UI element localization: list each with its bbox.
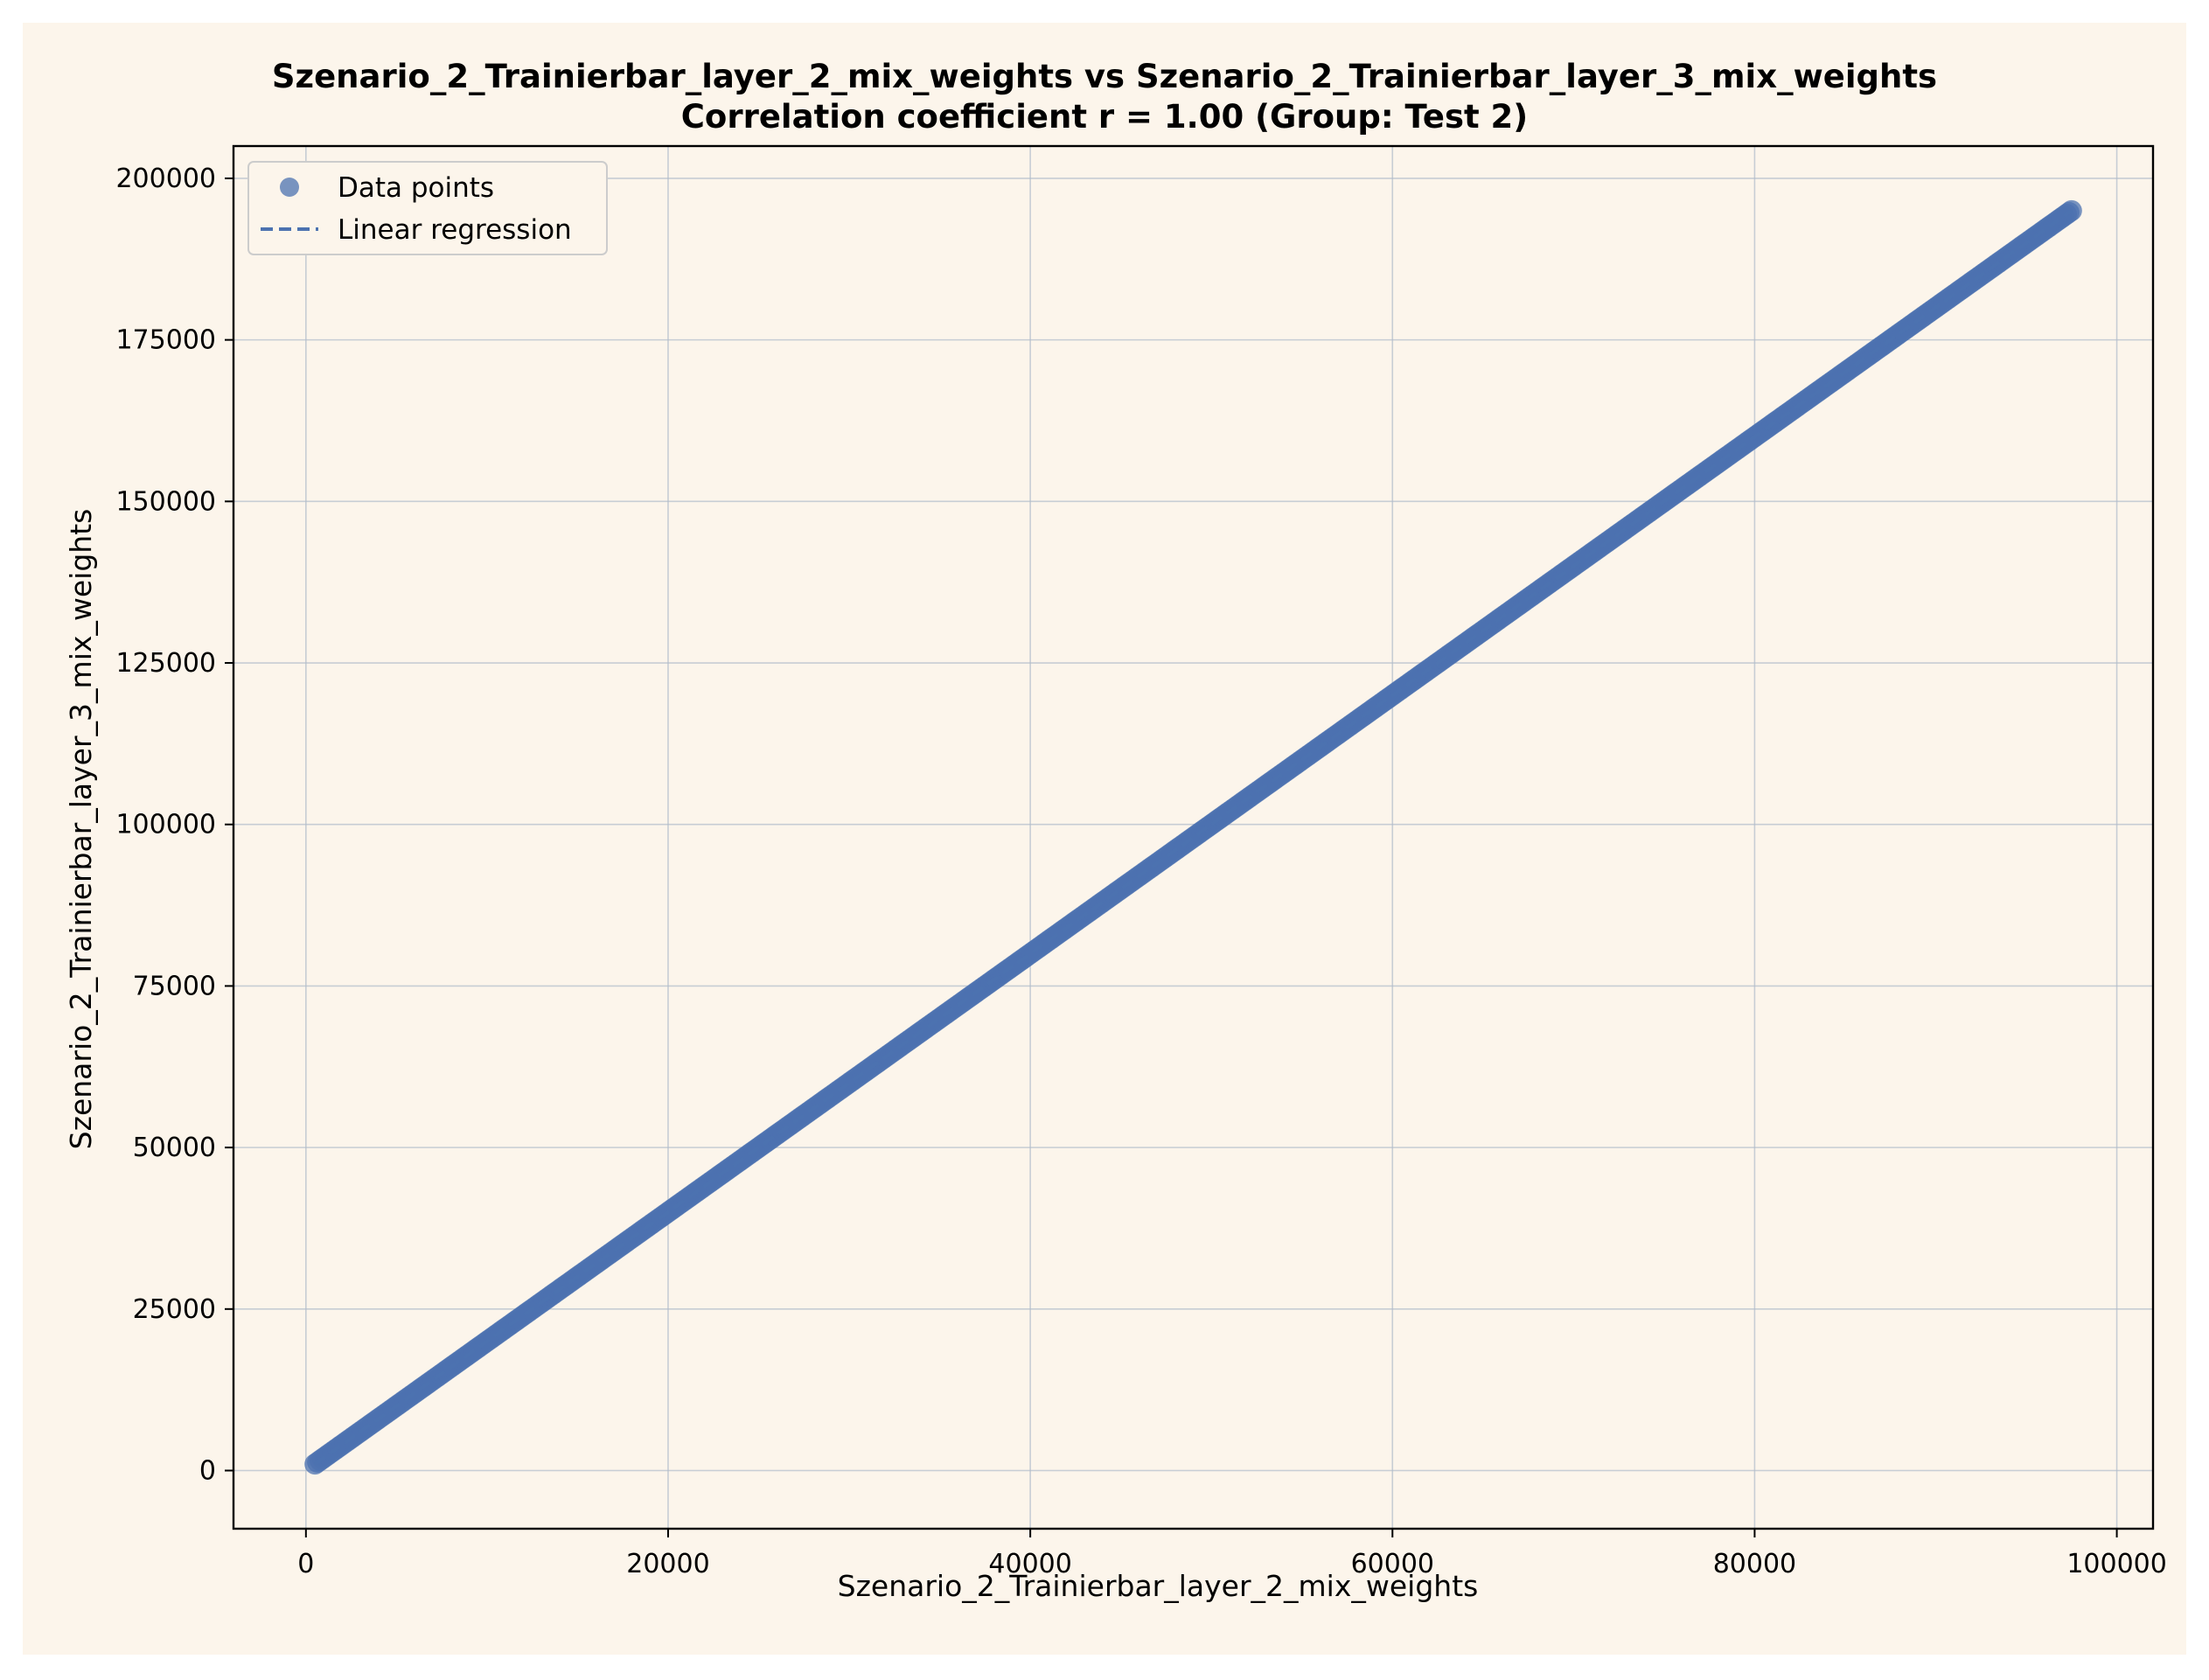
y-tick-label: 25000 <box>133 1294 216 1325</box>
y-tick-label: 150000 <box>115 486 216 517</box>
y-ticks: 0 25000 50000 75000 100000 125000 150000 175000… <box>115 164 233 1487</box>
y-tick-label: 75000 <box>133 971 216 1001</box>
axes-frame <box>232 144 2155 1530</box>
x-tick-label: 60000 <box>1351 1549 1434 1579</box>
x-tick-label: 0 <box>297 1549 314 1579</box>
legend-label-data-points: Data points <box>338 172 494 204</box>
x-tick-label: 40000 <box>988 1549 1071 1579</box>
legend-box <box>247 161 608 255</box>
axes <box>232 144 2155 1530</box>
y-tick-label: 0 <box>199 1456 216 1487</box>
legend-label-linear-regression: Linear regression <box>338 214 572 246</box>
x-ticks: 0 20000 40000 60000 80000 100000 <box>297 1529 2167 1579</box>
x-tick-label: 80000 <box>1713 1549 1796 1579</box>
legend: Data points Linear regression <box>247 161 608 255</box>
x-tick-label: 20000 <box>626 1549 709 1579</box>
y-tick-label: 100000 <box>115 810 216 840</box>
y-axis-label: Szenario_2_Trainierbar_layer_3_mix_weigh… <box>64 509 98 1150</box>
regression-line-group <box>314 209 2073 1466</box>
x-axis-label: Szenario_2_Trainierbar_layer_2_mix_weigh… <box>838 1569 1479 1603</box>
y-tick-label: 125000 <box>115 648 216 679</box>
chart-title: Szenario_2_Trainierbar_layer_2_mix_weigh… <box>272 58 1937 95</box>
chart-figure: Szenario_2_Trainierbar_layer_2_mix_weigh… <box>23 23 2186 1655</box>
chart-subtitle: Correlation coefficient r = 1.00 (Group:… <box>681 98 1528 136</box>
scatter-chart: Szenario_2_Trainierbar_layer_2_mix_weigh… <box>64 58 2167 1603</box>
y-tick-label: 50000 <box>133 1133 216 1163</box>
x-tick-label: 100000 <box>2066 1549 2167 1579</box>
legend-marker-data-points <box>280 178 299 197</box>
y-tick-label: 200000 <box>115 164 216 194</box>
grid-lines <box>233 146 2153 1529</box>
regression-line <box>314 209 2073 1466</box>
y-tick-label: 175000 <box>115 325 216 356</box>
